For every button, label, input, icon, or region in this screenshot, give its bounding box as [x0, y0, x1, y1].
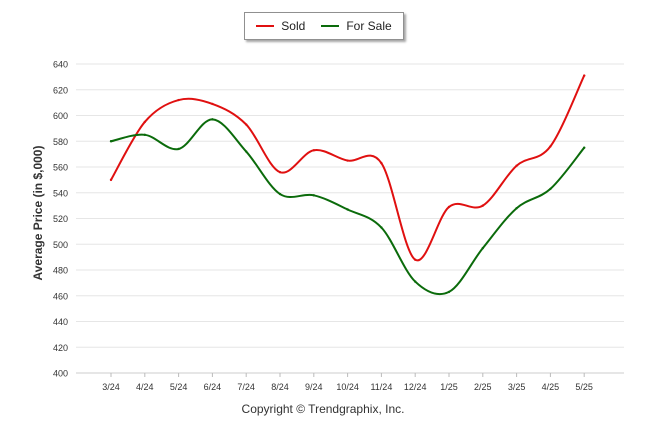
x-tick-label: 1/25 — [440, 382, 458, 392]
x-tick-label: 11/24 — [370, 382, 392, 392]
data-point-sold — [177, 98, 180, 102]
y-tick-label: 420 — [53, 343, 68, 353]
y-tick-label: 540 — [53, 188, 68, 198]
legend-label-for-sale: For Sale — [346, 19, 392, 33]
y-tick-label: 400 — [53, 369, 68, 379]
y-tick-label: 620 — [53, 85, 68, 95]
data-point-sold — [109, 178, 113, 182]
x-tick-label: 12/24 — [404, 382, 427, 392]
legend-item-for-sale[interactable]: For Sale — [321, 19, 392, 33]
data-point-for-sale — [515, 207, 518, 210]
data-point-sold — [143, 120, 146, 124]
data-point-sold — [346, 159, 349, 162]
data-point-sold — [414, 258, 417, 261]
data-point-sold — [481, 204, 484, 207]
y-tick-label: 580 — [53, 137, 68, 147]
data-point-sold — [245, 123, 248, 126]
data-point-sold — [211, 102, 214, 106]
x-tick-label: 9/24 — [305, 382, 323, 392]
data-point-sold — [515, 164, 518, 167]
data-point-for-sale — [143, 133, 146, 137]
y-tick-label: 440 — [53, 317, 68, 327]
legend-item-sold[interactable]: Sold — [256, 19, 305, 33]
y-tick-label: 600 — [53, 111, 68, 121]
legend-label-sold: Sold — [281, 19, 306, 33]
data-point-for-sale — [549, 187, 552, 191]
grid — [76, 63, 624, 374]
y-tick-label: 520 — [53, 214, 68, 224]
data-point-sold — [312, 149, 315, 152]
y-axis-label: Average Price (in $,000) — [31, 145, 45, 281]
y-tick-label: 480 — [53, 266, 68, 276]
copyright-credit: Copyright © Trendgraphix, Inc. — [241, 402, 405, 416]
data-point-sold — [549, 145, 552, 148]
data-point-sold — [583, 74, 586, 77]
data-point-for-sale — [211, 118, 214, 121]
y-tick-labels: 400 420 440 460 480 500 520 540 560 580 600 620 640 — [53, 60, 68, 379]
x-tick-label: 5/25 — [575, 382, 593, 392]
x-tick-label: 5/24 — [170, 382, 188, 392]
legend-swatch-for-sale — [321, 25, 340, 27]
data-point-sold — [380, 161, 383, 165]
x-tick-label: 3/25 — [508, 382, 526, 392]
x-tick-label: 8/24 — [271, 382, 289, 392]
x-tick-label: 2/25 — [474, 382, 492, 392]
series-line-sold — [110, 74, 586, 262]
x-tick-label: 4/24 — [136, 382, 154, 392]
y-tick-label: 640 — [53, 60, 68, 70]
y-tick-label: 460 — [53, 291, 68, 301]
data-point-for-sale — [447, 290, 451, 294]
series-line-for-sale — [110, 118, 586, 296]
data-point-sold — [278, 170, 282, 174]
data-point-for-sale — [278, 192, 282, 196]
legend-swatch-sold — [256, 25, 275, 27]
data-point-sold — [447, 205, 451, 209]
data-point-for-sale — [481, 246, 484, 250]
data-point-for-sale — [245, 150, 248, 153]
data-point-for-sale — [346, 208, 349, 211]
y-tick-label: 500 — [53, 240, 68, 250]
series-lines — [109, 74, 586, 296]
data-point-for-sale — [583, 146, 586, 149]
x-tick-label: 7/24 — [237, 382, 255, 392]
x-tick-labels: 3/24 4/24 5/24 6/24 7/24 8/24 9/24 10/24 11/24 12… — [102, 373, 593, 392]
data-point-for-sale — [414, 280, 417, 283]
x-tick-label: 10/24 — [336, 382, 359, 392]
data-point-for-sale — [177, 147, 180, 151]
x-tick-label: 3/24 — [102, 382, 120, 392]
legend: Sold For Sale — [244, 12, 404, 40]
y-tick-label: 560 — [53, 163, 68, 173]
data-point-for-sale — [380, 226, 383, 229]
x-tick-label: 4/25 — [542, 382, 560, 392]
x-tick-label: 6/24 — [204, 382, 222, 392]
data-point-for-sale — [109, 140, 113, 143]
data-point-for-sale — [312, 194, 315, 197]
